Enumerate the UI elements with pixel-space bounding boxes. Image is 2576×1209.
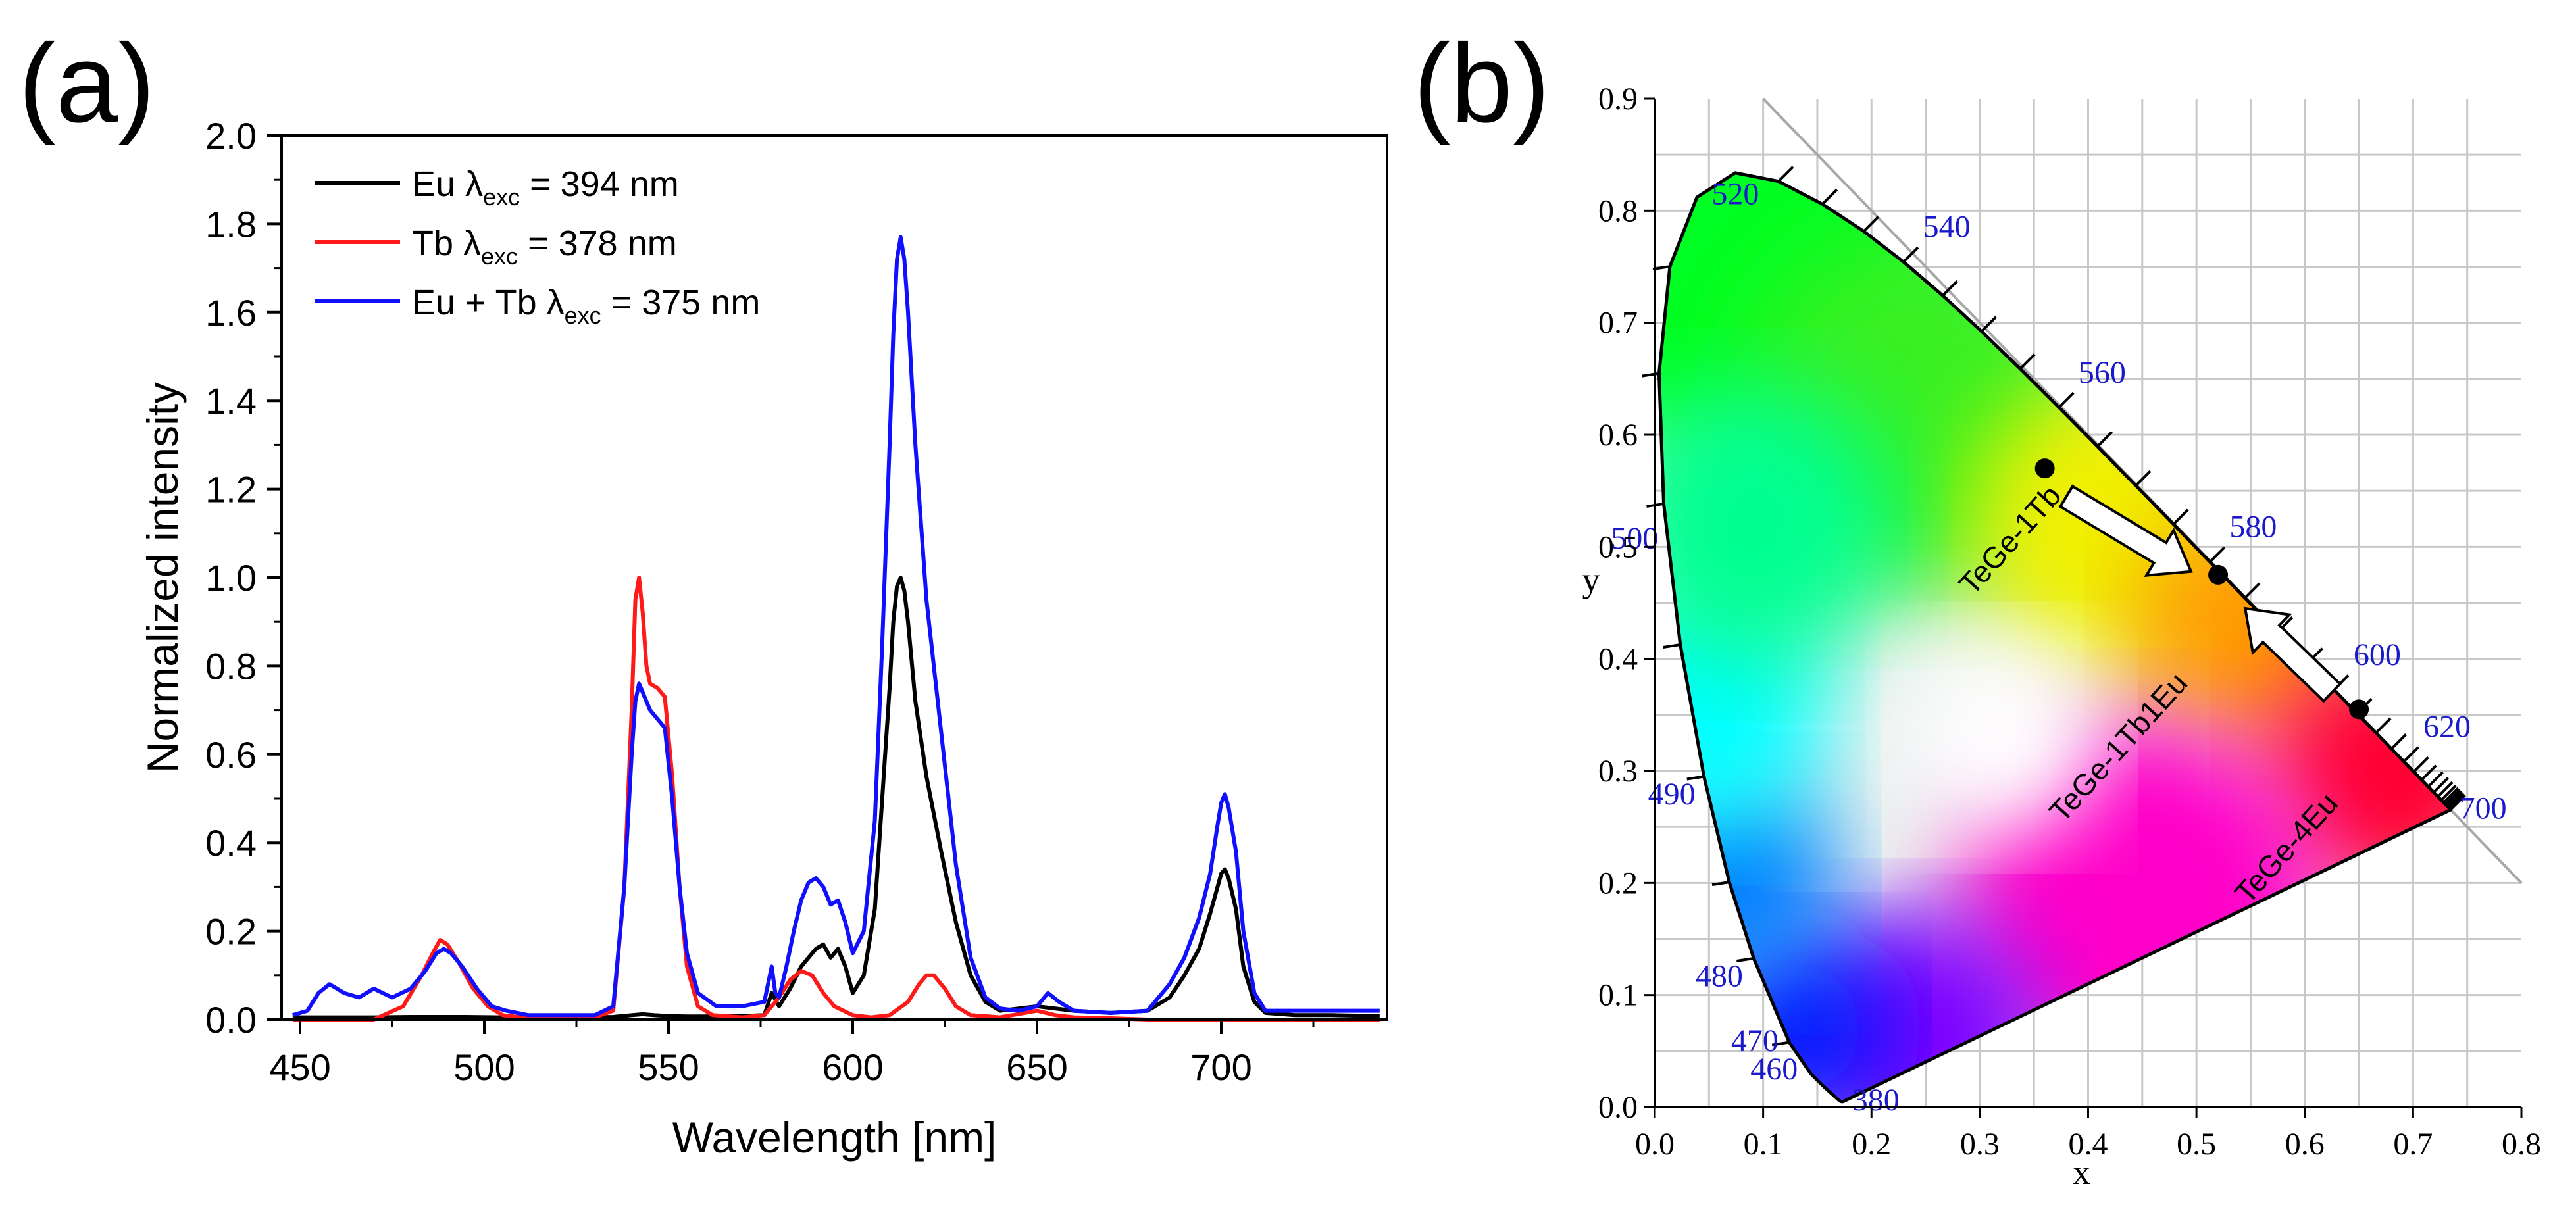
panel-label-b: (b) xyxy=(1413,21,1550,146)
x-tick-label: 700 xyxy=(1190,1047,1251,1088)
x-tick-label: 450 xyxy=(269,1047,330,1088)
series-line-0 xyxy=(292,576,1380,1020)
series-line-2 xyxy=(291,235,1380,1018)
y-tick-label: 0.6 xyxy=(205,734,257,776)
y-tick-label: 0.4 xyxy=(205,822,257,864)
legend-entry: Eu + Tb λexc = 375 nm xyxy=(412,283,760,329)
x-tick-label: 550 xyxy=(638,1047,699,1088)
legend-entry: Eu λexc = 394 nm xyxy=(412,164,679,210)
plot-frame-a xyxy=(280,134,1388,1021)
y-tick-label: 0.0 xyxy=(205,999,257,1041)
x-tick-label: 600 xyxy=(822,1047,883,1088)
y-tick-label: 1.4 xyxy=(205,380,257,422)
y-tick-label: 1.0 xyxy=(205,557,257,599)
legend-entry: Tb λexc = 378 nm xyxy=(412,224,677,270)
panel-label-a: (a) xyxy=(18,21,155,146)
x-axis-label: Wavelength [nm] xyxy=(672,1113,997,1162)
y-tick-label: 2.0 xyxy=(205,115,257,157)
series-line-1 xyxy=(292,576,1380,1022)
y-axis-label: Normalized intensity xyxy=(138,382,187,773)
y-tick-label: 1.2 xyxy=(205,469,257,510)
y-tick-label: 1.6 xyxy=(205,292,257,333)
y-tick-label: 0.8 xyxy=(205,645,257,687)
y-tick-label: 1.8 xyxy=(205,203,257,245)
y-tick-label: 0.2 xyxy=(205,911,257,952)
x-tick-label: 650 xyxy=(1006,1047,1067,1088)
x-tick-label: 500 xyxy=(453,1047,515,1088)
